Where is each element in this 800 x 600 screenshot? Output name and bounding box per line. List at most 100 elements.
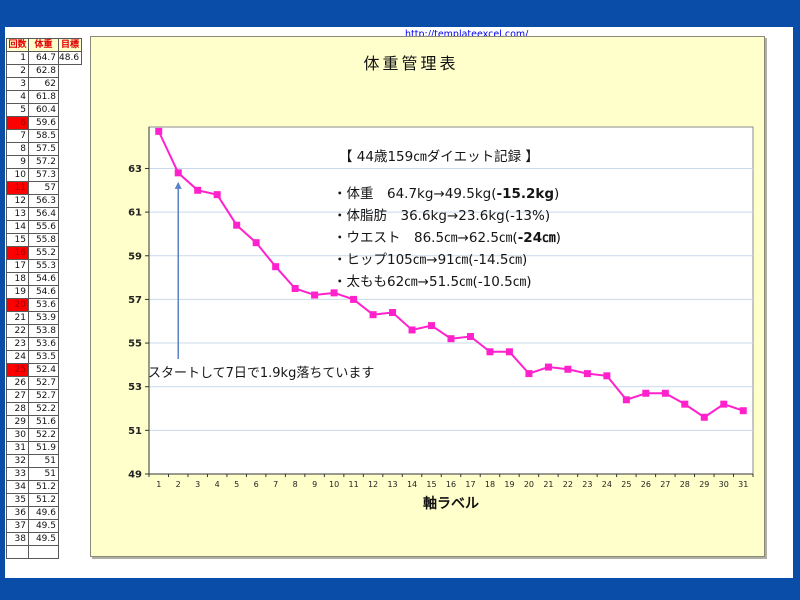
cell-count[interactable]: 25 xyxy=(6,363,29,377)
cell-weight[interactable]: 58.5 xyxy=(28,129,59,143)
cell-weight[interactable]: 59.6 xyxy=(28,116,59,130)
cell-count[interactable]: 10 xyxy=(6,168,29,182)
diet-record-line: ・太もも62㎝→51.5㎝(-10.5㎝) xyxy=(333,271,561,293)
cell-count[interactable]: 15 xyxy=(6,233,29,247)
x-tick-label: 22 xyxy=(563,480,573,489)
cell-count[interactable]: 31 xyxy=(6,441,29,455)
cell-weight[interactable]: 54.6 xyxy=(28,272,59,286)
table-row: 23 53.6 xyxy=(6,337,82,351)
cell-target-empty xyxy=(59,442,82,455)
diet-record-bold-value: -15.2kg xyxy=(496,186,555,202)
cell-count[interactable]: 9 xyxy=(6,155,29,169)
col-header-count[interactable]: 回数 xyxy=(6,38,29,52)
cell-count[interactable]: 16 xyxy=(6,246,29,260)
cell-count[interactable]: 17 xyxy=(6,259,29,273)
cell-weight[interactable]: 62.8 xyxy=(28,64,59,78)
cell-count[interactable]: 6 xyxy=(6,116,29,130)
cell-weight[interactable]: 64.7 xyxy=(28,51,59,65)
cell-weight[interactable]: 49.5 xyxy=(28,532,59,546)
cell-count[interactable]: 30 xyxy=(6,428,29,442)
cell-weight[interactable]: 51.2 xyxy=(28,493,59,507)
cell-count[interactable]: 38 xyxy=(6,532,29,546)
cell-target-empty xyxy=(59,195,82,208)
cell-count[interactable]: 28 xyxy=(6,402,29,416)
cell-weight[interactable] xyxy=(28,545,59,559)
cell-weight[interactable]: 57.5 xyxy=(28,142,59,156)
cell-weight[interactable]: 52.2 xyxy=(28,402,59,416)
cell-weight[interactable]: 53.6 xyxy=(28,298,59,312)
cell-weight[interactable]: 56.4 xyxy=(28,207,59,221)
cell-weight[interactable]: 53.9 xyxy=(28,311,59,325)
cell-count[interactable]: 26 xyxy=(6,376,29,390)
cell-weight[interactable]: 53.5 xyxy=(28,350,59,364)
cell-count[interactable]: 32 xyxy=(6,454,29,468)
data-point-marker xyxy=(466,333,474,341)
cell-count[interactable]: 14 xyxy=(6,220,29,234)
template-url-link[interactable]: http://templateexcel.com/ xyxy=(405,29,529,40)
cell-count[interactable]: 12 xyxy=(6,194,29,208)
cell-weight[interactable]: 57.3 xyxy=(28,168,59,182)
cell-count[interactable]: 21 xyxy=(6,311,29,325)
cell-weight[interactable]: 54.6 xyxy=(28,285,59,299)
cell-weight[interactable]: 53.6 xyxy=(28,337,59,351)
chart-area[interactable]: 体重管理表 49 51 53 55 57 59 61 63 1 2 3 4 5 6 7 8 9 10 11 12 13 1… xyxy=(90,36,765,557)
cell-count[interactable]: 5 xyxy=(6,103,29,117)
col-header-weight[interactable]: 体重 xyxy=(28,38,59,52)
cell-count[interactable]: 1 xyxy=(6,51,29,65)
cell-count[interactable]: 27 xyxy=(6,389,29,403)
cell-count[interactable]: 8 xyxy=(6,142,29,156)
cell-weight[interactable]: 57 xyxy=(28,181,59,195)
x-tick-label: 30 xyxy=(719,480,729,489)
cell-target-empty xyxy=(59,481,82,494)
cell-weight[interactable]: 60.4 xyxy=(28,103,59,117)
cell-count[interactable]: 29 xyxy=(6,415,29,429)
cell-weight[interactable]: 52.7 xyxy=(28,389,59,403)
cell-weight[interactable]: 61.8 xyxy=(28,90,59,104)
cell-weight[interactable]: 55.3 xyxy=(28,259,59,273)
table-row: 8 57.5 xyxy=(6,142,82,156)
col-header-target[interactable]: 目標 xyxy=(57,38,83,52)
cell-count[interactable]: 24 xyxy=(6,350,29,364)
cell-target[interactable]: 48.6 xyxy=(57,51,83,65)
cell-count[interactable]: 11 xyxy=(6,181,29,195)
data-point-marker xyxy=(739,407,747,415)
cell-count[interactable] xyxy=(6,545,29,559)
y-tick-label: 55 xyxy=(128,339,142,350)
cell-weight[interactable]: 55.6 xyxy=(28,220,59,234)
cell-weight[interactable]: 57.2 xyxy=(28,155,59,169)
cell-weight[interactable]: 52.2 xyxy=(28,428,59,442)
cell-count[interactable]: 19 xyxy=(6,285,29,299)
cell-count[interactable]: 34 xyxy=(6,480,29,494)
cell-count[interactable]: 20 xyxy=(6,298,29,312)
cell-weight[interactable]: 49.6 xyxy=(28,506,59,520)
table-row: 29 51.6 xyxy=(6,415,82,429)
cell-weight[interactable]: 52.7 xyxy=(28,376,59,390)
cell-count[interactable]: 13 xyxy=(6,207,29,221)
cell-weight[interactable]: 51 xyxy=(28,467,59,481)
cell-count[interactable]: 2 xyxy=(6,64,29,78)
cell-weight[interactable]: 51 xyxy=(28,454,59,468)
data-point-marker xyxy=(408,326,416,334)
cell-weight[interactable]: 55.2 xyxy=(28,246,59,260)
cell-weight[interactable]: 53.8 xyxy=(28,324,59,338)
cell-weight[interactable]: 52.4 xyxy=(28,363,59,377)
cell-count[interactable]: 4 xyxy=(6,90,29,104)
cell-weight[interactable]: 51.6 xyxy=(28,415,59,429)
cell-weight[interactable]: 51.2 xyxy=(28,480,59,494)
cell-count[interactable]: 35 xyxy=(6,493,29,507)
cell-weight[interactable]: 62 xyxy=(28,77,59,91)
cell-weight[interactable]: 55.8 xyxy=(28,233,59,247)
cell-count[interactable]: 18 xyxy=(6,272,29,286)
cell-count[interactable]: 3 xyxy=(6,77,29,91)
weight-table[interactable]: 回数 体重 目標 1 64.7 48.6 2 62.8 3 62 4 61.8 5 60.4 6 59.… xyxy=(6,38,83,559)
cell-count[interactable]: 23 xyxy=(6,337,29,351)
cell-weight[interactable]: 51.9 xyxy=(28,441,59,455)
cell-count[interactable]: 36 xyxy=(6,506,29,520)
cell-weight[interactable]: 56.3 xyxy=(28,194,59,208)
cell-count[interactable]: 33 xyxy=(6,467,29,481)
cell-weight[interactable]: 49.5 xyxy=(28,519,59,533)
cell-count[interactable]: 37 xyxy=(6,519,29,533)
cell-count[interactable]: 22 xyxy=(6,324,29,338)
cell-count[interactable]: 7 xyxy=(6,129,29,143)
